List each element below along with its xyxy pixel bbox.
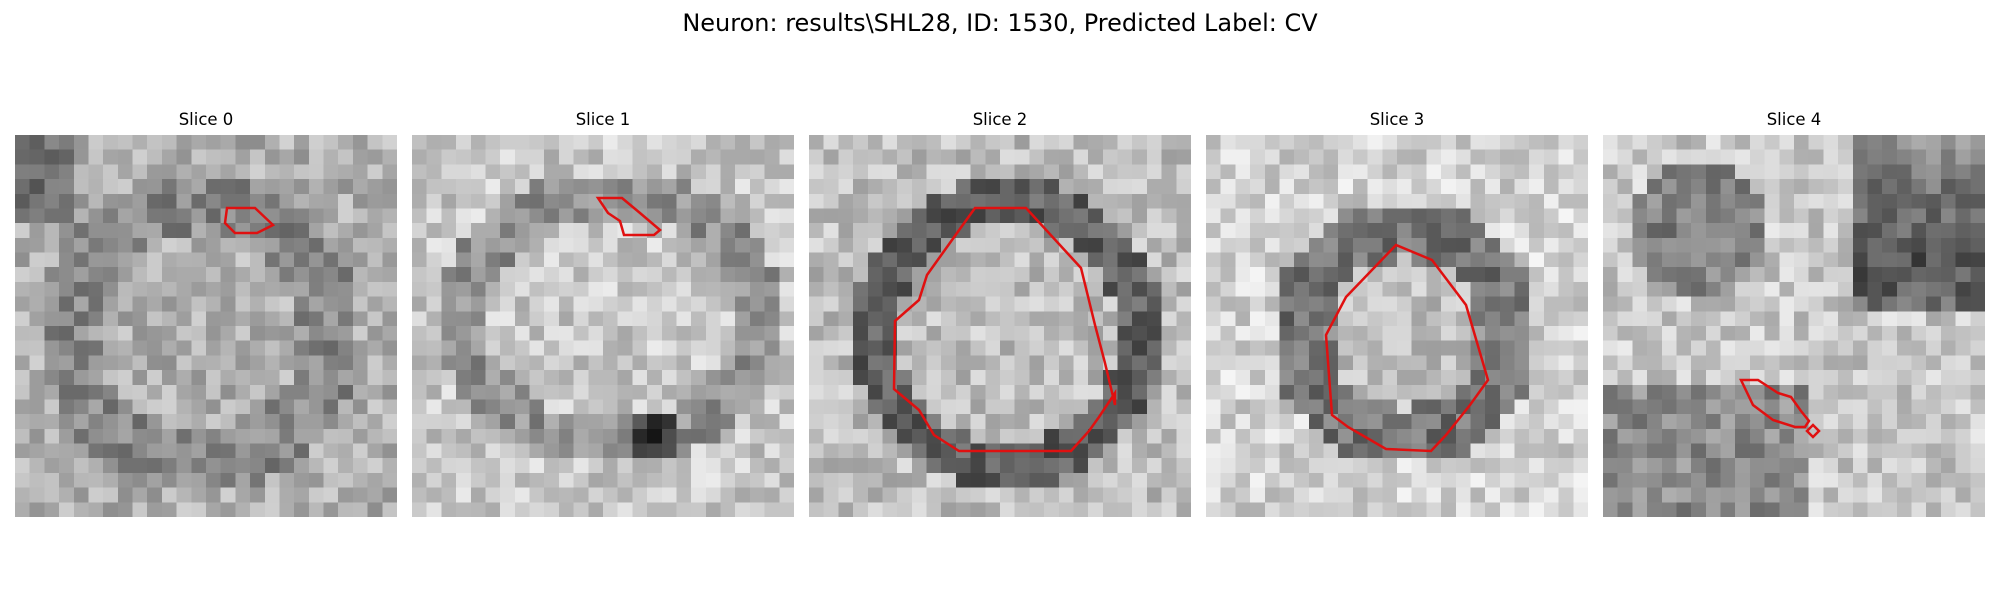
slice-3-title: Slice 3 (1369, 110, 1425, 129)
slice-1-contour (595, 196, 662, 237)
slice-1-title: Slice 1 (575, 110, 631, 129)
slice-2-contour (892, 206, 1117, 453)
slice-3-image (1206, 135, 1588, 517)
slice-3-contour (1324, 243, 1490, 453)
slice-4-title: Slice 4 (1766, 110, 1822, 129)
slice-2-title: Slice 2 (972, 110, 1028, 129)
slice-2-contour-overlay (892, 206, 1117, 453)
slice-4-contour-small (1805, 423, 1821, 439)
slice-0-image (15, 135, 397, 517)
slice-0-contour (223, 206, 276, 235)
slice-2-image (809, 135, 1191, 517)
slice-3-panel (1206, 135, 1588, 517)
slice-3-contour-overlay (1324, 243, 1490, 453)
slice-4-contour (1739, 378, 1811, 429)
slice-1-panel (412, 135, 794, 517)
slice-4-contour-overlay (1739, 378, 1821, 439)
slice-4-image (1603, 135, 1985, 517)
figure-title: Neuron: results\SHL28, ID: 1530, Predict… (682, 9, 1318, 37)
slice-4-panel (1603, 135, 1985, 517)
slice-0-panel (15, 135, 397, 517)
slice-0-contour-overlay (223, 206, 276, 235)
slice-0-title: Slice 0 (178, 110, 234, 129)
slice-1-contour-overlay (595, 196, 662, 237)
slice-2-panel (809, 135, 1191, 517)
